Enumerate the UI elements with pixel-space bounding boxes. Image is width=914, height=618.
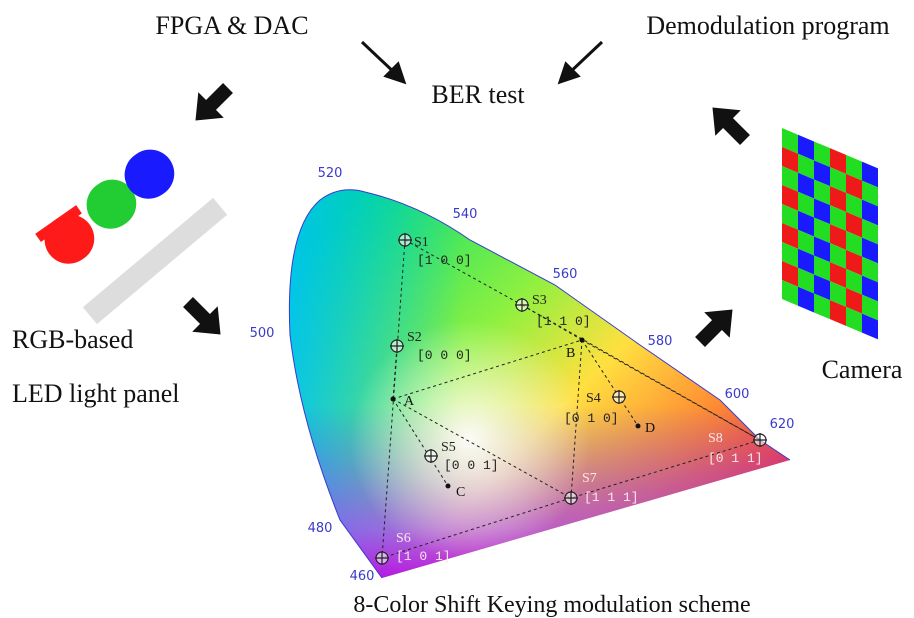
gamut bbox=[280, 180, 800, 590]
figure: FPGA & DAC BER test Demodulation program… bbox=[0, 0, 914, 618]
point-dot bbox=[636, 424, 641, 429]
symbol-code: [0 1 0] bbox=[564, 411, 619, 426]
wavelength-label: 620 bbox=[770, 417, 795, 432]
thin-arrows bbox=[362, 42, 602, 82]
ber-label: BER test bbox=[431, 80, 525, 109]
caption: 8-Color Shift Keying modulation scheme bbox=[353, 592, 750, 618]
wavelength-label: 580 bbox=[648, 334, 673, 349]
arrow bbox=[700, 95, 758, 153]
wavelength-label: 480 bbox=[308, 521, 333, 536]
point-dot bbox=[446, 484, 451, 489]
gamut-fill bbox=[280, 180, 800, 590]
wavelength-label: 560 bbox=[553, 267, 578, 282]
symbol-name: S6 bbox=[396, 531, 411, 546]
point-label: B bbox=[566, 346, 575, 361]
led-label-2: LED light panel bbox=[12, 379, 180, 408]
arrow bbox=[175, 289, 233, 347]
symbol-name: S2 bbox=[407, 330, 422, 345]
symbol-code: [0 0 1] bbox=[444, 458, 499, 473]
symbol-name: S8 bbox=[708, 431, 723, 446]
point-dot bbox=[580, 338, 585, 343]
camera-sensor bbox=[782, 128, 878, 339]
symbol-name: S5 bbox=[441, 440, 456, 455]
demod-label: Demodulation program bbox=[646, 11, 889, 40]
arrow bbox=[687, 297, 745, 355]
symbol-code: [0 0 0] bbox=[417, 348, 472, 363]
wavelength-label: 540 bbox=[453, 207, 478, 222]
point-dot bbox=[391, 397, 396, 402]
symbol-name: S4 bbox=[586, 391, 601, 406]
wavelength-label: 600 bbox=[725, 387, 750, 402]
symbol-name: S1 bbox=[414, 235, 429, 250]
arrow bbox=[183, 75, 241, 133]
symbol-code: [1 0 1] bbox=[396, 549, 451, 564]
wavelength-label: 520 bbox=[318, 166, 343, 181]
point-label: A bbox=[404, 394, 415, 409]
fpga-label: FPGA & DAC bbox=[155, 11, 308, 40]
symbol-code: [1 1 0] bbox=[536, 314, 591, 329]
led-label-1: RGB-based bbox=[12, 325, 133, 354]
symbol-code: [1 1 1] bbox=[584, 490, 639, 505]
point-label: D bbox=[645, 421, 655, 436]
point-label: C bbox=[456, 485, 465, 500]
wavelength-label: 460 bbox=[350, 569, 375, 584]
led-panel bbox=[35, 140, 227, 324]
camera-label: Camera bbox=[822, 355, 903, 384]
symbol-name: S7 bbox=[582, 471, 597, 486]
symbol-name: S3 bbox=[532, 293, 547, 308]
symbol-code: [0 1 1] bbox=[708, 451, 763, 466]
wavelength-label: 500 bbox=[250, 326, 275, 341]
symbol-code: [1 0 0] bbox=[417, 253, 472, 268]
